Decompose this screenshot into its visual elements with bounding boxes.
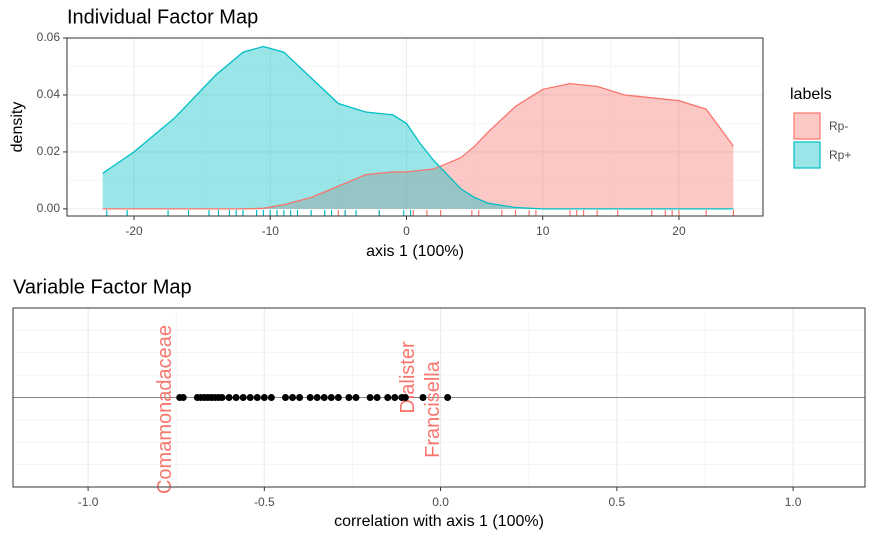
variable-point xyxy=(260,394,268,401)
density-line xyxy=(102,82,734,210)
x-tick-label: -20 xyxy=(125,224,143,238)
variable-point xyxy=(225,394,233,401)
variable-point xyxy=(401,394,409,401)
density-line xyxy=(102,45,734,210)
variable-point xyxy=(246,394,254,401)
x-tick-label: -0.5 xyxy=(254,495,275,509)
variable-point xyxy=(306,394,314,401)
y-tick-label: 0.04 xyxy=(37,87,61,101)
y-tick-label: 0.00 xyxy=(37,201,61,215)
y-axis-title: density xyxy=(9,102,26,153)
x-tick-label: 0 xyxy=(403,224,410,238)
x-tick-label: -10 xyxy=(262,224,280,238)
density-area xyxy=(102,46,734,209)
variable-point xyxy=(289,394,297,401)
x-tick-label: 1.0 xyxy=(785,495,802,509)
variable-label: Francisella xyxy=(422,360,444,458)
variable-point xyxy=(345,394,353,401)
x-tick-label: 20 xyxy=(672,224,686,238)
x-tick-label: 0.5 xyxy=(608,495,625,509)
variable-point xyxy=(179,394,187,401)
variable-point xyxy=(391,394,399,401)
variable-point xyxy=(320,394,328,401)
legend-title: labels xyxy=(790,86,832,103)
plot-background xyxy=(67,38,763,216)
x-tick-label: 10 xyxy=(536,224,550,238)
density-area xyxy=(102,83,734,209)
variable-point xyxy=(281,394,289,401)
y-tick-label: 0.06 xyxy=(37,30,61,44)
variable-point xyxy=(444,394,452,401)
variable-point xyxy=(352,394,360,401)
variable-point xyxy=(419,394,427,401)
variable-point xyxy=(334,394,342,401)
variable-point xyxy=(384,394,392,401)
variable-point xyxy=(327,394,335,401)
variable-point xyxy=(267,394,275,401)
legend-key xyxy=(793,141,821,169)
variable-point xyxy=(373,394,381,401)
chart-title: Individual Factor Map xyxy=(67,6,258,28)
variable-point xyxy=(218,394,226,401)
x-axis-title: correlation with axis 1 (100%) xyxy=(334,513,544,530)
variable-point xyxy=(253,394,261,401)
legend-label: Rp+ xyxy=(829,148,851,162)
legend-label: Rp- xyxy=(829,119,848,133)
x-tick-label: -1.0 xyxy=(78,495,99,509)
x-tick-label: 0.0 xyxy=(432,495,449,509)
variable-label: Comamonadaceae xyxy=(154,325,176,494)
variable-point xyxy=(232,394,240,401)
variable-point xyxy=(366,394,374,401)
variable-label: Dialister xyxy=(397,341,419,414)
chart-title: Variable Factor Map xyxy=(13,276,192,298)
legend-key xyxy=(793,112,821,140)
variable-point xyxy=(296,394,304,401)
plot-border xyxy=(12,307,866,488)
plot-border xyxy=(66,37,764,217)
x-axis-title: axis 1 (100%) xyxy=(366,243,464,260)
variable-point xyxy=(239,394,247,401)
y-tick-label: 0.02 xyxy=(37,144,61,158)
variable-point xyxy=(313,394,321,401)
